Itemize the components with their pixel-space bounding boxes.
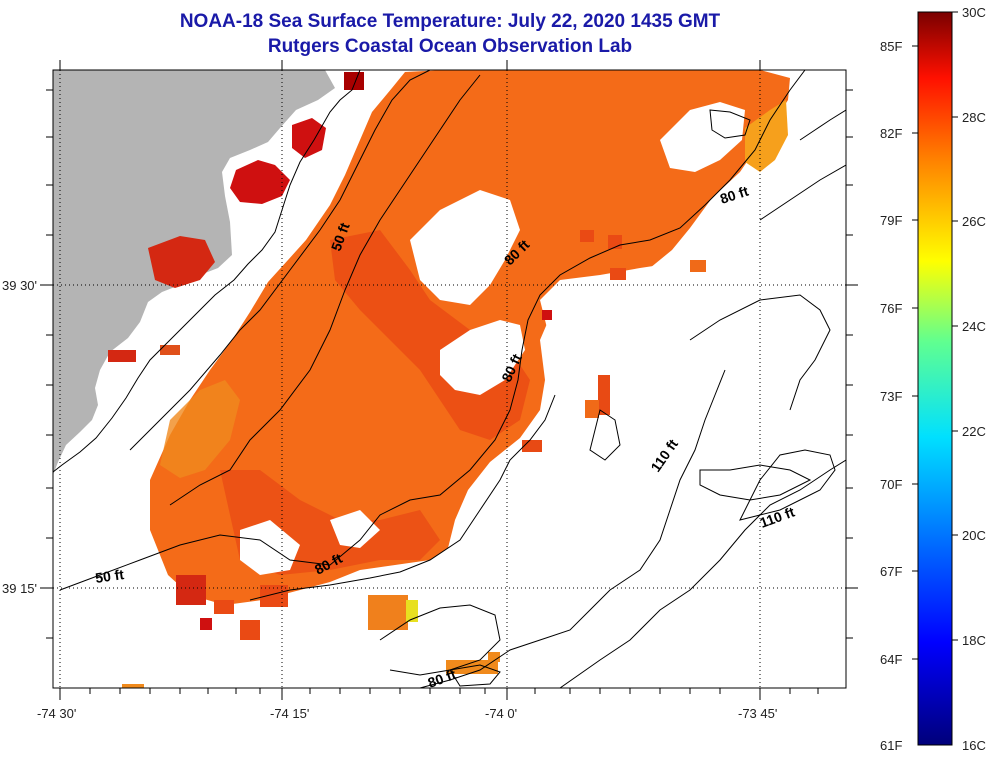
colorbar-f-label: 79F xyxy=(880,213,902,228)
colorbar-c-label: 22C xyxy=(962,424,986,439)
lat-label: 39 30' xyxy=(2,278,37,293)
map-title: NOAA-18 Sea Surface Temperature: July 22… xyxy=(179,11,721,32)
colorbar-f-label: 76F xyxy=(880,301,902,316)
contour-label: 50 ft xyxy=(94,566,125,586)
colorbar-c-label: 16C xyxy=(962,738,986,753)
colorbar-f-label: 64F xyxy=(880,652,902,667)
colorbar-ticks xyxy=(912,11,958,660)
colorbar-f-label: 85F xyxy=(880,39,902,54)
lon-label: -73 45' xyxy=(738,706,777,721)
sst-field xyxy=(108,70,846,688)
colorbar-f-label: 61F xyxy=(880,738,902,753)
colorbar-c-label: 30C xyxy=(962,5,986,20)
colorbar-f-label: 70F xyxy=(880,477,902,492)
colorbar-c-label: 28C xyxy=(962,110,986,125)
colorbar-f-label: 67F xyxy=(880,564,902,579)
colorbar-f-label: 73F xyxy=(880,389,902,404)
bathymetry-contours xyxy=(53,70,846,688)
colorbar xyxy=(917,11,953,746)
lon-label: -74 0' xyxy=(485,706,517,721)
colorbar-f-label: 82F xyxy=(880,126,902,141)
lon-label: -74 30' xyxy=(37,706,76,721)
map-frame xyxy=(52,69,847,689)
lat-label: 39 15' xyxy=(2,581,37,596)
axis-ticks xyxy=(40,60,858,700)
colorbar-c-label: 26C xyxy=(962,214,986,229)
lon-label: -74 15' xyxy=(270,706,309,721)
map-subtitle: Rutgers Coastal Ocean Observation Lab xyxy=(267,36,633,57)
colorbar-c-label: 18C xyxy=(962,633,986,648)
colorbar-c-label: 20C xyxy=(962,528,986,543)
colorbar-c-label: 24C xyxy=(962,319,986,334)
graticule xyxy=(53,70,846,688)
